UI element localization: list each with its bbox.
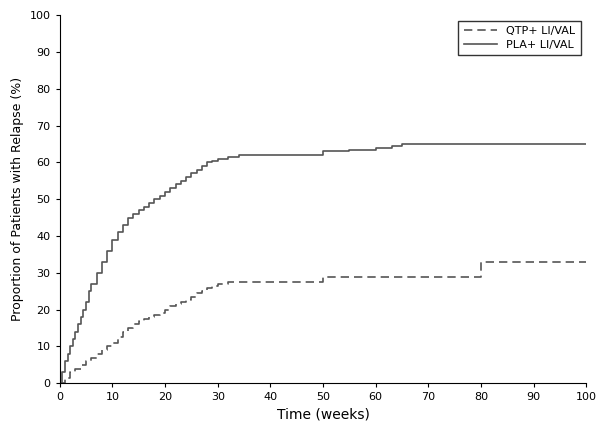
Line: QTP+ LI/VAL: QTP+ LI/VAL — [60, 262, 586, 383]
PLA+ LI/VAL — [56, 381, 63, 386]
QTP+ LI/VAL — [56, 381, 63, 386]
QTP+ LI/VAL — [277, 279, 285, 284]
PLA+ LI/VAL — [582, 142, 590, 147]
PLA+ LI/VAL — [277, 152, 285, 158]
Y-axis label: Proportion of Patients with Relapse (%): Proportion of Patients with Relapse (%) — [11, 77, 24, 321]
QTP+ LI/VAL — [246, 279, 253, 284]
PLA+ LI/VAL — [530, 142, 537, 147]
Legend: QTP+ LI/VAL, PLA+ LI/VAL: QTP+ LI/VAL, PLA+ LI/VAL — [458, 21, 581, 55]
QTP+ LI/VAL — [135, 318, 142, 323]
PLA+ LI/VAL — [98, 259, 105, 265]
QTP+ LI/VAL — [556, 259, 564, 265]
PLA+ LI/VAL — [93, 270, 100, 275]
PLA+ LI/VAL — [235, 152, 243, 158]
QTP+ LI/VAL — [582, 259, 590, 265]
X-axis label: Time (weeks): Time (weeks) — [277, 408, 370, 422]
QTP+ LI/VAL — [477, 259, 485, 265]
Line: PLA+ LI/VAL: PLA+ LI/VAL — [60, 144, 586, 383]
PLA+ LI/VAL — [398, 142, 406, 147]
PLA+ LI/VAL — [372, 145, 379, 150]
QTP+ LI/VAL — [114, 335, 121, 340]
QTP+ LI/VAL — [140, 316, 148, 321]
